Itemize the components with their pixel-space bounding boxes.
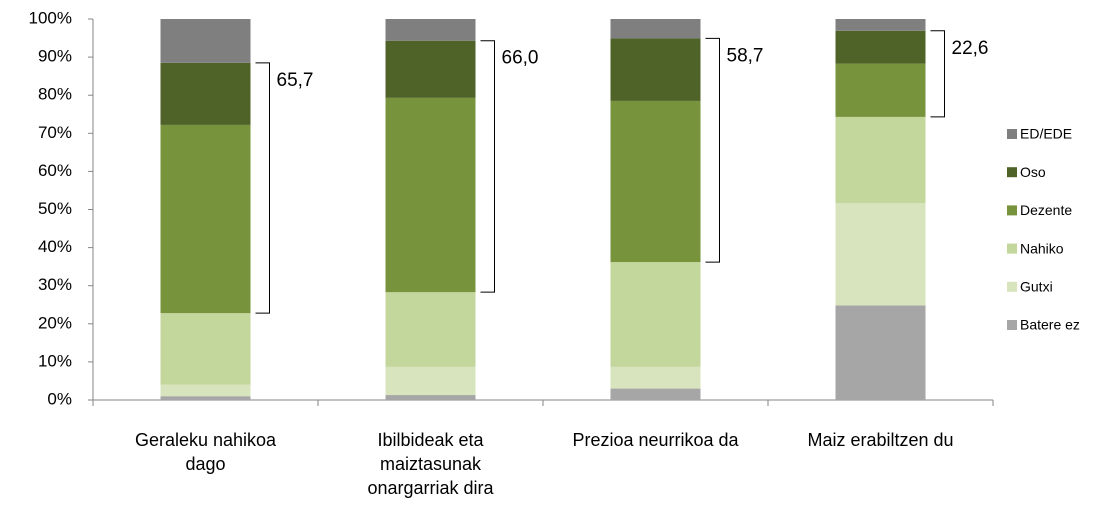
legend-swatch [1007, 320, 1017, 330]
legend-swatch [1007, 167, 1017, 178]
bar-segment [385, 19, 476, 41]
y-tick-label: 100% [29, 8, 72, 27]
legend-label: Dezente [1020, 202, 1072, 218]
legend-label: Gutxi [1020, 279, 1053, 295]
bracket-label: 65,7 [277, 70, 314, 91]
bar-segment [385, 292, 476, 367]
y-tick-label: 30% [38, 275, 72, 294]
bar-segment [835, 305, 926, 400]
bar-segment [385, 366, 476, 396]
bar-segment [610, 19, 701, 39]
y-tick-label: 40% [38, 237, 72, 256]
bar-segment [160, 396, 251, 400]
bracket-label: 22,6 [952, 38, 989, 59]
legend-label: ED/EDE [1020, 126, 1072, 142]
y-tick-label: 90% [38, 47, 72, 66]
bar-segment [610, 366, 701, 389]
bar-segment [835, 203, 926, 306]
bar-segment [610, 262, 701, 367]
y-tick-label: 60% [38, 161, 72, 180]
legend-swatch [1007, 243, 1017, 254]
bar-segment [385, 395, 476, 400]
x-tick-label: Prezioa neurrikoa da [572, 430, 739, 450]
bar-segment [835, 30, 926, 64]
bar-segment [610, 388, 701, 400]
legend-label: Batere ez [1020, 317, 1080, 333]
y-tick-label: 50% [38, 199, 72, 218]
y-tick-label: 70% [38, 123, 72, 142]
y-tick-label: 80% [38, 85, 72, 104]
x-tick-label: Ibilbideak eta maiztasunak onargarriak d… [367, 430, 494, 498]
legend-label: Nahiko [1020, 240, 1064, 256]
y-tick-label: 10% [38, 351, 72, 370]
bar-segment [160, 62, 251, 125]
bar-segment [835, 63, 926, 117]
x-tick-label: Maiz erabiltzen du [807, 430, 954, 450]
bar-segment [160, 19, 251, 63]
legend-swatch [1007, 129, 1017, 139]
y-tick-label: 0% [47, 389, 72, 408]
bracket-label: 66,0 [502, 48, 539, 69]
legend-swatch [1007, 281, 1017, 292]
bracket [255, 62, 270, 314]
legend-swatch [1007, 205, 1017, 216]
bracket [705, 37, 720, 263]
bar-segment [385, 97, 476, 293]
y-tick-label: 20% [38, 313, 72, 332]
legend-label: Oso [1020, 164, 1046, 180]
bar-segment [610, 38, 701, 101]
bar-segment [835, 19, 926, 31]
bar-segment [160, 313, 251, 385]
bracket [480, 40, 495, 293]
bar-segment [610, 100, 701, 263]
bar-segment [160, 384, 251, 397]
bracket-label: 58,7 [727, 45, 764, 66]
bar-segment [160, 124, 251, 314]
bar-segment [385, 40, 476, 98]
x-tick-label: Geraleku nahikoa dago [134, 430, 277, 474]
bar-segment [835, 116, 926, 204]
bracket [930, 30, 945, 118]
